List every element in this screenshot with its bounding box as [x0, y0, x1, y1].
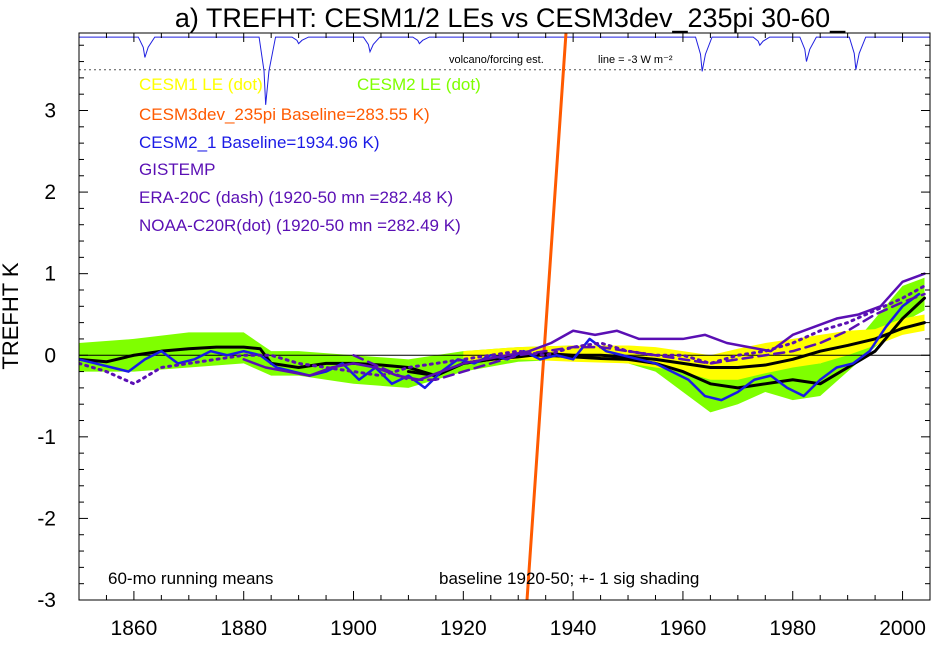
legend-entry-6: ERA-20C (dash) (1920-50 mn =282.48 K)	[139, 188, 453, 207]
chart-title: a) TREFHT: CESM1/2 LEs vs CESM3dev_235pi…	[175, 3, 846, 33]
legend-entry-3: CESM3dev_235pi Baseline=283.55 K)	[139, 105, 430, 124]
plot-frame	[78, 32, 931, 601]
x-tick-label-1920: 1920	[440, 617, 487, 640]
y-tick-label--3: -3	[37, 589, 56, 612]
legend-entry-4: CESM2_1 Baseline=1934.96 K)	[139, 133, 380, 152]
series-gistemp	[242, 272, 926, 381]
series-noaa-c20r	[79, 284, 927, 386]
shading-layer	[79, 277, 925, 413]
y-tick-label-0: 0	[44, 344, 56, 367]
y-tick-label--2: -2	[37, 507, 56, 530]
y-tick-label--1: -1	[37, 426, 56, 449]
y-axis-label: TREFHT K	[0, 262, 23, 369]
x-tick-label-1980: 1980	[769, 617, 816, 640]
y-tick-label-3: 3	[44, 100, 56, 123]
legend: CESM1 LE (dot) CESM2 LE (dot) CESM3dev_235…	[139, 75, 481, 235]
x-tick-label-1880: 1880	[220, 617, 267, 640]
baseline-note: baseline 1920-50; +- 1 sig shading	[439, 569, 699, 588]
legend-entry-5: GISTEMP	[139, 160, 216, 179]
x-tick-label-1940: 1940	[550, 617, 597, 640]
x-tick-label-1960: 1960	[660, 617, 707, 640]
x-tick-label-2000: 2000	[879, 617, 926, 640]
volcano-label: volcano/forcing est.	[449, 54, 544, 66]
forcing-line-label: line = -3 W m⁻²	[598, 54, 673, 66]
band-cesm1-le-spread	[463, 314, 925, 380]
series-layer	[79, 33, 927, 600]
legend-entry-2: CESM2 LE (dot)	[357, 75, 481, 94]
x-tick-label-1900: 1900	[330, 617, 377, 640]
x-tick-label-1860: 1860	[111, 617, 158, 640]
volcano-forcing-line	[79, 36, 930, 105]
series-cesm3dev-235pi	[525, 33, 568, 600]
y-tick-label-1: 1	[44, 263, 56, 286]
y-tick-label-2: 2	[44, 181, 56, 204]
legend-entry-7: NOAA-C20R(dot) (1920-50 mn =282.49 K)	[139, 216, 461, 235]
legend-entry-1: CESM1 LE (dot)	[139, 75, 263, 94]
axes: 1860 1880 1900 1920 1940 1960 1980 2000 -3 -2 -1 0 1…	[37, 32, 931, 640]
running-mean-note: 60-mo running means	[108, 569, 273, 588]
